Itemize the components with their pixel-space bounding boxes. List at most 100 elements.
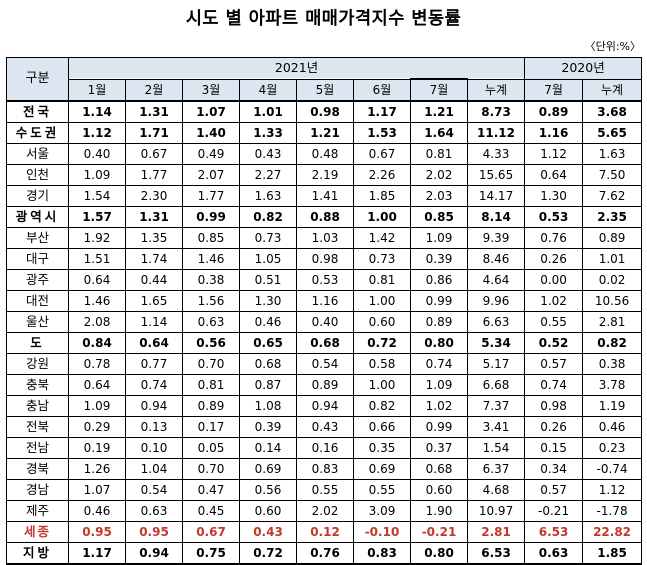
cell-수도권-누계: 11.12 — [466, 122, 526, 144]
cell-전남-누계: 0.23 — [582, 437, 643, 459]
cell-전북-4월: 0.39 — [239, 416, 297, 438]
cell-서울-3월: 0.49 — [182, 143, 240, 165]
cell-전국-7월: 0.89 — [524, 100, 584, 123]
cell-전국-7월: 1.21 — [410, 100, 468, 123]
cell-대구-7월: 0.26 — [524, 248, 584, 270]
cell-전북-6월: 0.66 — [353, 416, 411, 438]
cell-광주-누계: 4.64 — [466, 269, 526, 291]
cell-도-6월: 0.72 — [353, 332, 411, 354]
cell-충남-6월: 0.82 — [353, 395, 411, 417]
table-row: 대전 1.46 1.65 1.56 1.30 1.16 1.00 0.99 9.96 1.02 10… — [6, 290, 643, 312]
table-row: 광역시 1.57 1.31 0.99 0.82 0.88 1.00 0.85 8.14 0.53 2… — [6, 206, 643, 228]
table-row: 경북 1.26 1.04 0.70 0.69 0.83 0.69 0.68 6.37 0.34 -0… — [6, 458, 643, 480]
cell-경북-2월: 1.04 — [125, 458, 183, 480]
cell-세종-7월: -0.21 — [410, 521, 468, 543]
cell-세종-3월: 0.67 — [182, 521, 240, 543]
cell-광역시-7월: 0.53 — [524, 206, 584, 228]
row-label-전남: 전남 — [6, 437, 69, 459]
cell-도-7월: 0.52 — [524, 332, 584, 354]
cell-전남-6월: 0.35 — [353, 437, 411, 459]
row-label-대구: 대구 — [6, 248, 69, 270]
cell-인천-누계: 7.50 — [582, 164, 643, 186]
cell-경북-누계: -0.74 — [582, 458, 643, 480]
cell-도-3월: 0.56 — [182, 332, 240, 354]
row-label-충북: 충북 — [6, 374, 69, 396]
cell-충남-누계: 7.37 — [466, 395, 526, 417]
cell-전국-누계: 8.73 — [466, 100, 526, 123]
cell-경남-누계: 1.12 — [582, 479, 643, 501]
cell-수도권-3월: 1.40 — [182, 122, 240, 144]
cell-전북-7월: 0.99 — [410, 416, 468, 438]
cell-도-5월: 0.68 — [296, 332, 354, 354]
cell-지방-7월: 0.63 — [524, 542, 584, 565]
cell-세종-7월: 6.53 — [524, 521, 584, 543]
table-row: 인천 1.09 1.77 2.07 2.27 2.19 2.26 2.02 15.65 0.64 7… — [6, 164, 643, 186]
cell-충북-7월: 1.09 — [410, 374, 468, 396]
cell-대전-5월: 1.16 — [296, 290, 354, 312]
cell-충북-2월: 0.74 — [125, 374, 183, 396]
cell-광주-3월: 0.38 — [182, 269, 240, 291]
cell-강원-4월: 0.68 — [239, 353, 297, 375]
cell-전북-2월: 0.13 — [125, 416, 183, 438]
cell-지방-누계: 1.85 — [582, 542, 643, 565]
cell-경기-4월: 1.63 — [239, 185, 297, 207]
row-label-경북: 경북 — [6, 458, 69, 480]
cell-세종-누계: 22.82 — [582, 521, 643, 543]
row-label-인천: 인천 — [6, 164, 69, 186]
cell-충남-2월: 0.94 — [125, 395, 183, 417]
cell-강원-누계: 5.17 — [466, 353, 526, 375]
cell-경기-5월: 1.41 — [296, 185, 354, 207]
cell-대전-4월: 1.30 — [239, 290, 297, 312]
cell-전남-2월: 0.10 — [125, 437, 183, 459]
cell-충북-누계: 3.78 — [582, 374, 643, 396]
header-month-2021-6: 6월 — [353, 78, 411, 102]
table-row: 충남 1.09 0.94 0.89 1.08 0.94 0.82 1.02 7.37 0.98 1.… — [6, 395, 643, 417]
table-row: 전북 0.29 0.13 0.17 0.39 0.43 0.66 0.99 3.41 0.26 0.… — [6, 416, 643, 438]
table-row: 수도권 1.12 1.71 1.40 1.33 1.21 1.53 1.64 11.12 1.16… — [6, 122, 643, 144]
table-row: 충북 0.64 0.74 0.81 0.87 0.89 1.00 1.09 6.68 0.74 3.… — [6, 374, 643, 396]
cell-경북-누계: 6.37 — [466, 458, 526, 480]
cell-경남-5월: 0.55 — [296, 479, 354, 501]
cell-경남-누계: 4.68 — [466, 479, 526, 501]
cell-부산-7월: 0.76 — [524, 227, 584, 249]
cell-대전-6월: 1.00 — [353, 290, 411, 312]
header-month-2021-2: 2월 — [125, 78, 183, 102]
cell-충남-7월: 0.98 — [524, 395, 584, 417]
table-row: 대구 1.51 1.74 1.46 1.05 0.98 0.73 0.39 8.46 0.26 1.… — [6, 248, 643, 270]
cell-지방-5월: 0.76 — [296, 542, 354, 565]
cell-강원-누계: 0.38 — [582, 353, 643, 375]
cell-인천-4월: 2.27 — [239, 164, 297, 186]
cell-전남-4월: 0.14 — [239, 437, 297, 459]
cell-울산-1월: 2.08 — [68, 311, 126, 333]
cell-전국-6월: 1.17 — [353, 100, 411, 123]
cell-세종-1월: 0.95 — [68, 521, 126, 543]
cell-울산-누계: 2.81 — [582, 311, 643, 333]
cell-제주-누계: 10.97 — [466, 500, 526, 522]
cell-제주-2월: 0.63 — [125, 500, 183, 522]
table-header: 구분 2021년 2020년 1월 2월 3월 4월 5월 6월 7월 누계 7… — [6, 57, 643, 102]
cell-부산-3월: 0.85 — [182, 227, 240, 249]
row-label-부산: 부산 — [6, 227, 69, 249]
cell-세종-5월: 0.12 — [296, 521, 354, 543]
cell-제주-7월: -0.21 — [524, 500, 584, 522]
table-row: 전남 0.19 0.10 0.05 0.14 0.16 0.35 0.37 1.54 0.15 0.… — [6, 437, 643, 459]
cell-충북-3월: 0.81 — [182, 374, 240, 396]
cell-충북-누계: 6.68 — [466, 374, 526, 396]
cell-충북-5월: 0.89 — [296, 374, 354, 396]
cell-강원-1월: 0.78 — [68, 353, 126, 375]
cell-지방-4월: 0.72 — [239, 542, 297, 565]
cell-서울-4월: 0.43 — [239, 143, 297, 165]
cell-전북-1월: 0.29 — [68, 416, 126, 438]
table-row: 울산 2.08 1.14 0.63 0.46 0.40 0.60 0.89 6.63 0.55 2.… — [6, 311, 643, 333]
cell-강원-7월: 0.57 — [524, 353, 584, 375]
cell-광역시-누계: 8.14 — [466, 206, 526, 228]
cell-전북-5월: 0.43 — [296, 416, 354, 438]
cell-대전-7월: 1.02 — [524, 290, 584, 312]
header-row-months: 1월 2월 3월 4월 5월 6월 7월 누계 7월 누계 — [7, 78, 643, 102]
cell-대구-7월: 0.39 — [410, 248, 468, 270]
cell-전국-1월: 1.14 — [68, 100, 126, 123]
cell-서울-2월: 0.67 — [125, 143, 183, 165]
header-month-2021-4: 4월 — [239, 78, 297, 102]
table-row: 부산 1.92 1.35 0.85 0.73 1.03 1.42 1.09 9.39 0.76 0.… — [6, 227, 643, 249]
cell-경남-7월: 0.57 — [524, 479, 584, 501]
